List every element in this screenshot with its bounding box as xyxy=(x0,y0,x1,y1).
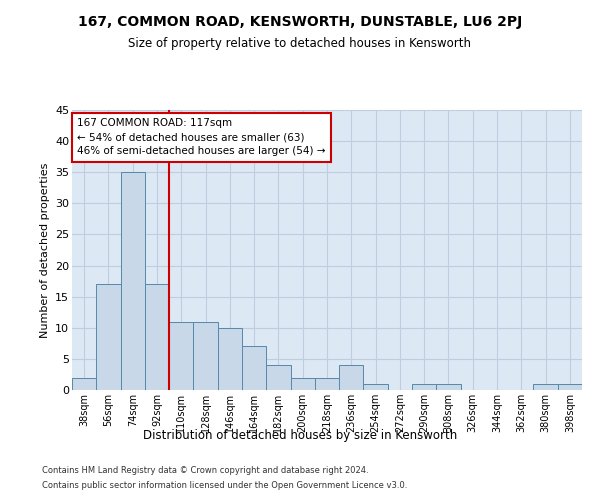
Bar xyxy=(193,322,218,390)
Y-axis label: Number of detached properties: Number of detached properties xyxy=(40,162,50,338)
Bar xyxy=(72,378,96,390)
Bar xyxy=(412,384,436,390)
Bar xyxy=(121,172,145,390)
Bar xyxy=(266,365,290,390)
Bar xyxy=(218,328,242,390)
Bar xyxy=(96,284,121,390)
Bar xyxy=(169,322,193,390)
Bar xyxy=(436,384,461,390)
Text: Size of property relative to detached houses in Kensworth: Size of property relative to detached ho… xyxy=(128,38,472,51)
Bar xyxy=(145,284,169,390)
Bar xyxy=(558,384,582,390)
Text: Distribution of detached houses by size in Kensworth: Distribution of detached houses by size … xyxy=(143,428,457,442)
Text: Contains HM Land Registry data © Crown copyright and database right 2024.: Contains HM Land Registry data © Crown c… xyxy=(42,466,368,475)
Bar xyxy=(315,378,339,390)
Text: 167, COMMON ROAD, KENSWORTH, DUNSTABLE, LU6 2PJ: 167, COMMON ROAD, KENSWORTH, DUNSTABLE, … xyxy=(78,15,522,29)
Bar xyxy=(290,378,315,390)
Bar xyxy=(364,384,388,390)
Bar xyxy=(339,365,364,390)
Bar xyxy=(242,346,266,390)
Text: 167 COMMON ROAD: 117sqm
← 54% of detached houses are smaller (63)
46% of semi-de: 167 COMMON ROAD: 117sqm ← 54% of detache… xyxy=(77,118,326,156)
Text: Contains public sector information licensed under the Open Government Licence v3: Contains public sector information licen… xyxy=(42,481,407,490)
Bar xyxy=(533,384,558,390)
